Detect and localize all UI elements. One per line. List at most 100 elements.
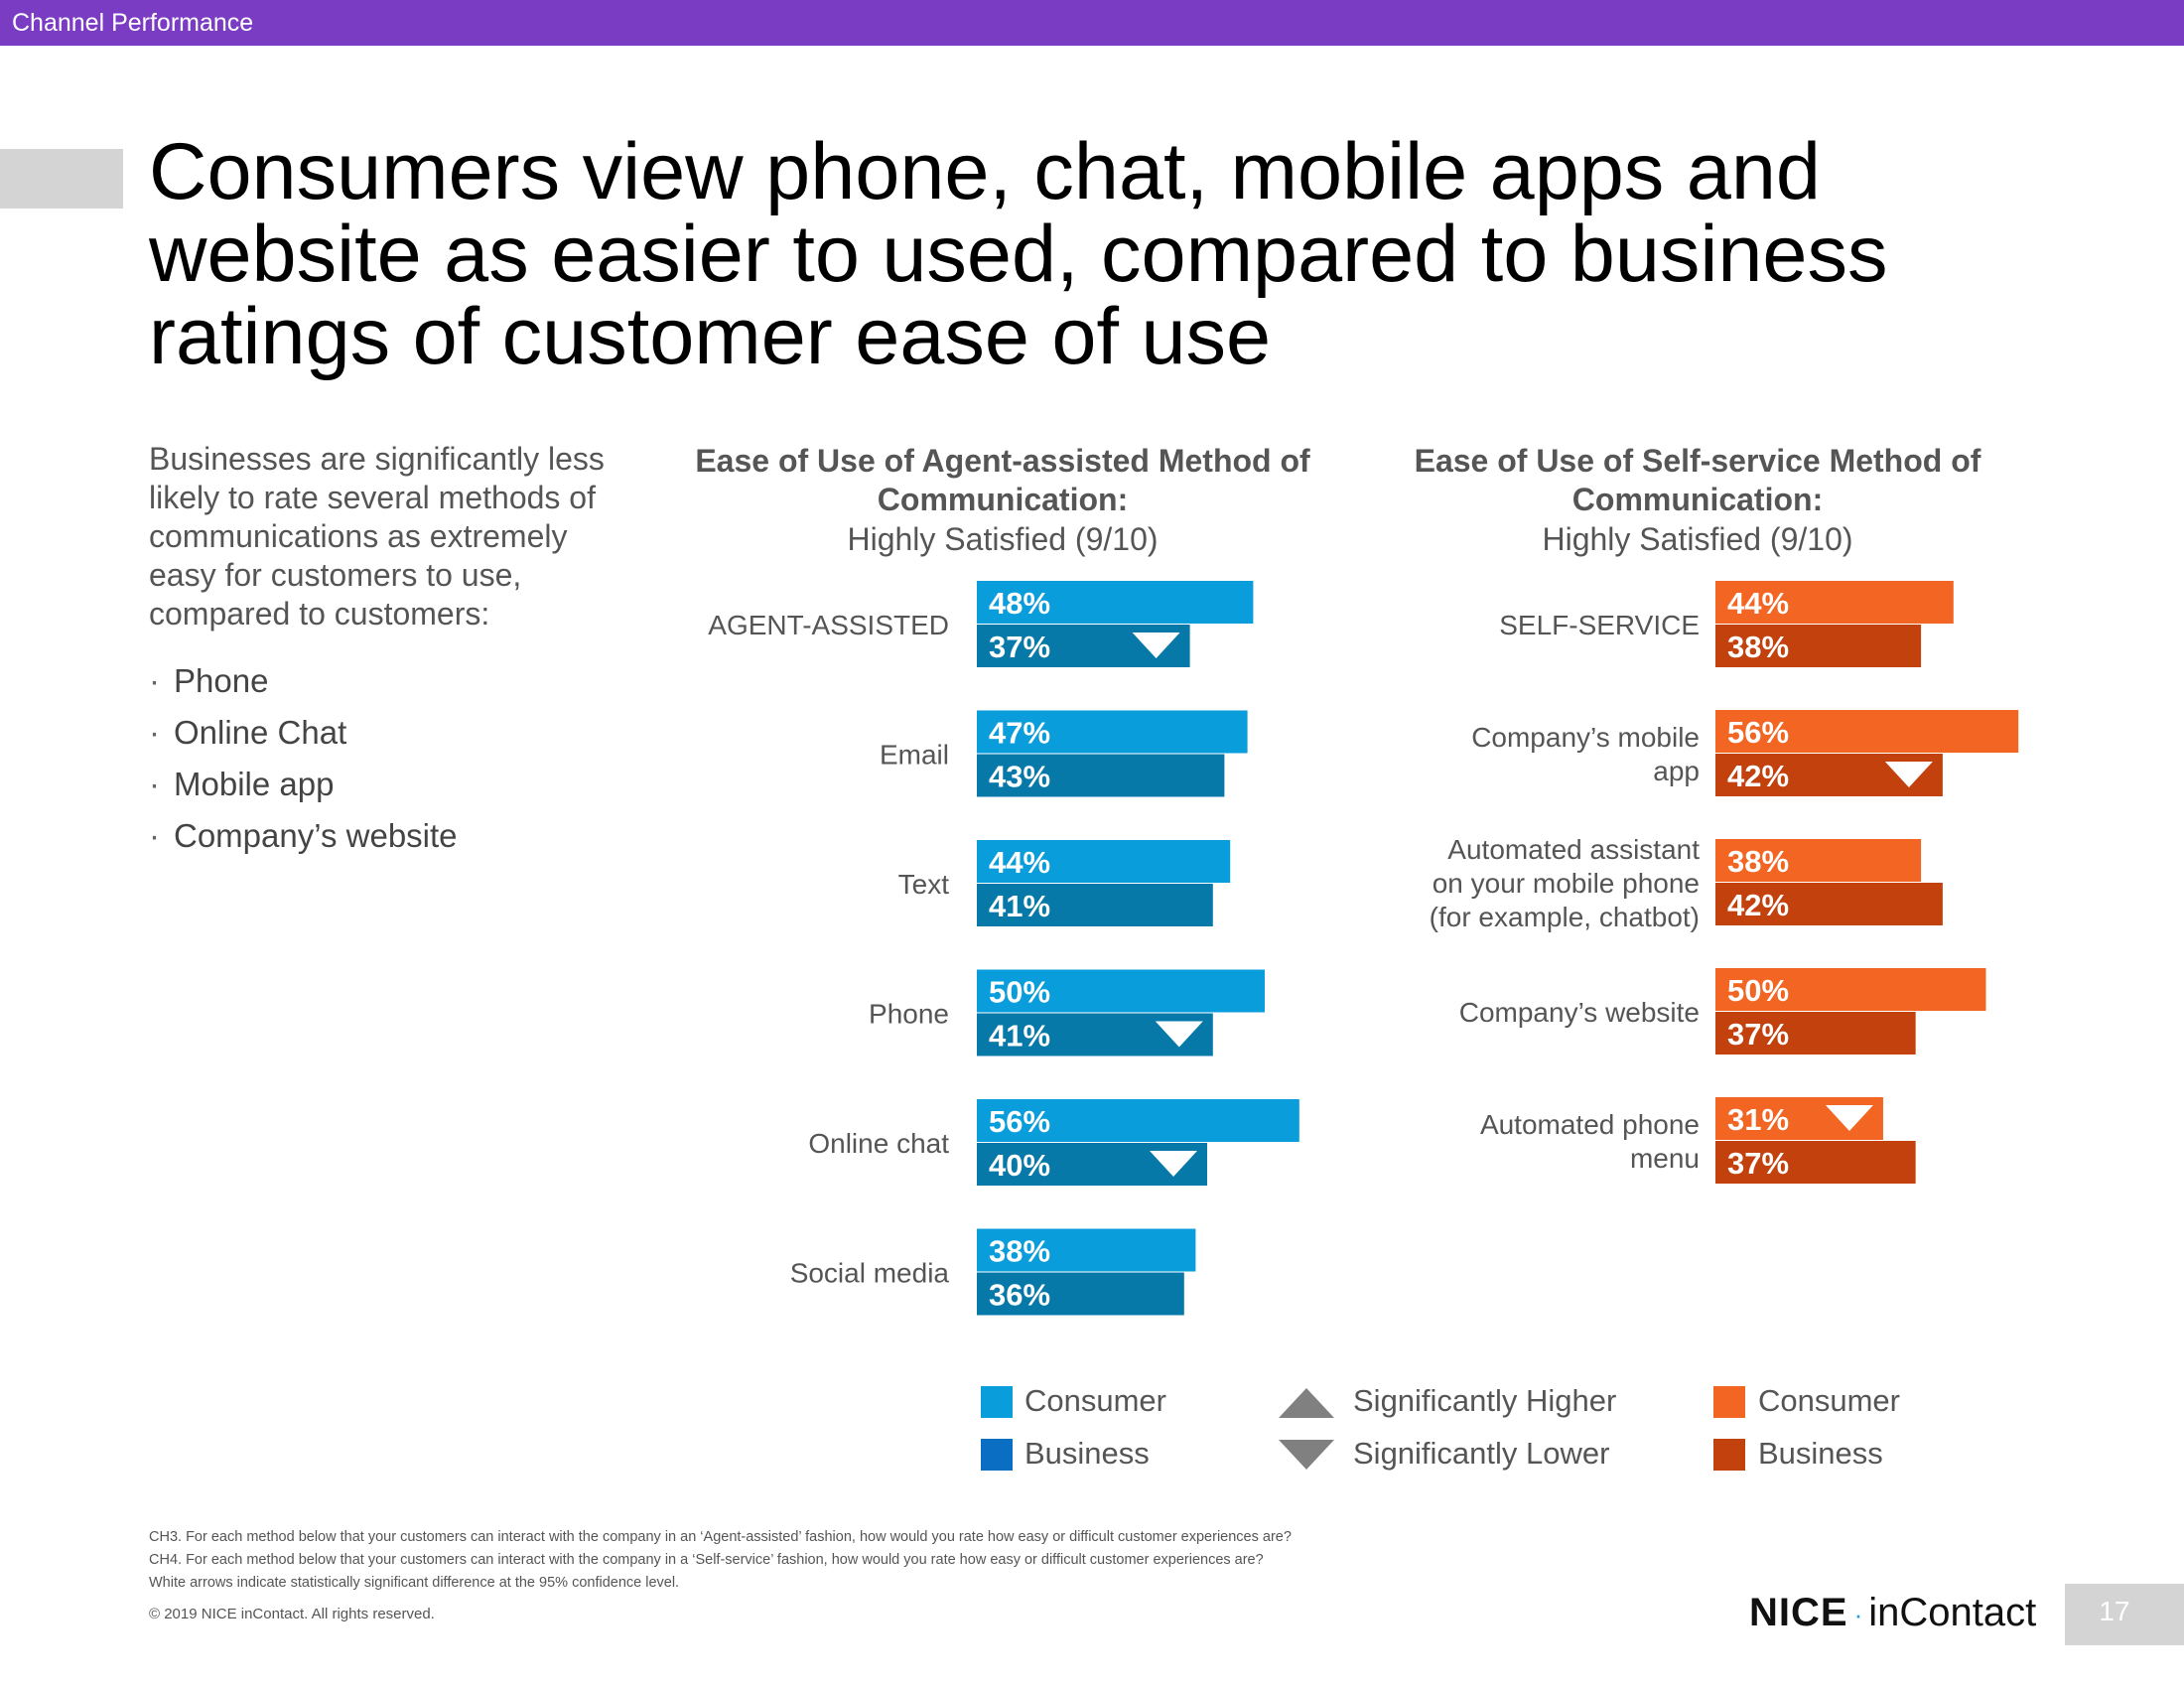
data-label: 43% — [989, 760, 1050, 794]
bar-business — [977, 754, 1225, 797]
triangle-up-icon — [1279, 1388, 1334, 1418]
footnote: CH4. For each method below that your cus… — [149, 1552, 1264, 1568]
category-label: Text — [898, 869, 950, 900]
bullet-text: Company’s website — [174, 817, 458, 854]
data-label: 40% — [989, 1148, 1050, 1183]
agent-assisted-heading: Ease of Use of Agent-assisted Method of … — [675, 442, 1330, 559]
legend-label: Business — [1758, 1436, 1883, 1471]
bar-business — [977, 1272, 1184, 1316]
legend-label: Business — [1024, 1436, 1150, 1471]
chart-subtitle: Highly Satisfied (9/10) — [1542, 521, 1853, 557]
bullet-marker: · — [149, 766, 160, 802]
data-label: 44% — [1727, 586, 1789, 621]
category-label: Online chat — [808, 1128, 949, 1159]
bullet-marker: · — [149, 817, 160, 854]
category-label: Social media — [790, 1258, 950, 1289]
legend-swatch-business-blue — [981, 1439, 1013, 1471]
footnote: CH3. For each method below that your cus… — [149, 1529, 1292, 1545]
category-label: Company’s website — [1459, 997, 1700, 1028]
list-item: · Phone — [149, 655, 458, 707]
data-label: 41% — [989, 1019, 1050, 1054]
legend-label: Consumer — [1758, 1383, 1900, 1418]
bar-consumer — [977, 710, 1248, 754]
category-label: Email — [880, 740, 949, 771]
chart-title: Ease of Use of Self-service Method of Co… — [1414, 443, 1981, 517]
bar-business — [977, 884, 1213, 926]
logo-brand: NICE — [1749, 1591, 1848, 1634]
significance-down-marker — [1825, 1105, 1873, 1131]
copyright: © 2019 NICE inContact. All rights reserv… — [149, 1606, 435, 1622]
significance-down-marker — [1132, 633, 1180, 658]
page-title: Consumers view phone, chat, mobile apps … — [149, 127, 1888, 381]
data-label: 37% — [989, 630, 1050, 664]
company-logo: NICE · inContact — [1749, 1591, 2036, 1635]
logo-separator: · — [1853, 1599, 1863, 1629]
page-number: 17 — [2099, 1596, 2130, 1626]
category-label: on your mobile phone — [1433, 868, 1700, 899]
agent-assisted-bar-chart: AGENT-ASSISTED 48% 37% Email 47% 43% Text 44% 41… — [708, 581, 1299, 1316]
page-number-box: 17 — [2065, 1584, 2184, 1645]
bar-business — [1715, 625, 1922, 667]
self-service-heading: Ease of Use of Self-service Method of Co… — [1380, 442, 2015, 559]
bar-consumer — [1715, 968, 1986, 1011]
data-label: 31% — [1727, 1102, 1789, 1137]
bar-consumer — [1715, 839, 1922, 882]
legend-label: Significantly Lower — [1353, 1436, 1610, 1471]
chart-title: Ease of Use of Agent-assisted Method of … — [695, 443, 1310, 517]
category-label: AGENT-ASSISTED — [708, 610, 949, 640]
section-title: Channel Performance — [12, 9, 254, 37]
data-label: 44% — [989, 845, 1050, 880]
category-label: app — [1653, 756, 1700, 786]
data-label: 38% — [1727, 844, 1789, 879]
data-label: 37% — [1727, 1017, 1789, 1052]
title-accent-block — [0, 149, 123, 209]
section-header-bar: Channel Performance — [0, 0, 2184, 46]
significance-down-marker — [1884, 762, 1933, 787]
data-label: 48% — [989, 586, 1050, 621]
data-label: 56% — [989, 1104, 1050, 1139]
data-label: 47% — [989, 716, 1050, 751]
category-label: (for example, chatbot) — [1430, 902, 1700, 932]
category-label: Automated assistant — [1447, 834, 1700, 865]
category-label: Company’s mobile — [1471, 722, 1700, 753]
bar-consumer — [977, 969, 1265, 1013]
category-label: Automated phone — [1480, 1109, 1700, 1140]
legend-swatch-consumer-orange — [1713, 1386, 1745, 1418]
bullet-list: · Phone · Online Chat · Mobile app · Company… — [149, 655, 458, 862]
data-label: 38% — [1727, 630, 1789, 664]
bar-consumer — [1715, 710, 2019, 753]
footnote: White arrows indicate statistically sign… — [149, 1575, 680, 1591]
data-label: 36% — [989, 1278, 1050, 1313]
bullet-text: Online Chat — [174, 714, 347, 751]
triangle-down-icon — [1279, 1440, 1334, 1470]
data-label: 41% — [989, 889, 1050, 923]
category-label: SELF-SERVICE — [1499, 610, 1700, 640]
legend-label: Consumer — [1024, 1383, 1166, 1418]
data-label: 50% — [989, 975, 1050, 1010]
list-item: · Mobile app — [149, 759, 458, 810]
bullet-marker: · — [149, 662, 160, 699]
bar-consumer — [1715, 581, 1954, 624]
bar-business — [1715, 1141, 1916, 1184]
list-item: · Online Chat — [149, 707, 458, 759]
data-label: 50% — [1727, 973, 1789, 1008]
bullet-text: Phone — [174, 662, 269, 699]
chart-subtitle: Highly Satisfied (9/10) — [847, 521, 1159, 557]
legend-label: Significantly Higher — [1353, 1383, 1617, 1418]
data-label: 38% — [989, 1234, 1050, 1269]
footnotes: CH3. For each method below that your cus… — [149, 1526, 1292, 1595]
significance-down-marker — [1155, 1021, 1203, 1048]
data-label: 42% — [1727, 888, 1789, 922]
bar-consumer — [977, 581, 1254, 624]
bullet-marker: · — [149, 714, 160, 751]
category-label: menu — [1630, 1143, 1700, 1174]
logo-product: inContact — [1868, 1591, 2037, 1634]
bar-business — [1715, 1012, 1916, 1055]
list-item: · Company’s website — [149, 810, 458, 862]
bar-consumer — [977, 1228, 1196, 1272]
legend-swatch-business-orange — [1713, 1439, 1745, 1471]
intro-text: Businesses are significantly less likely… — [149, 441, 605, 632]
significance-down-marker — [1150, 1151, 1197, 1177]
bar-consumer — [977, 840, 1231, 883]
